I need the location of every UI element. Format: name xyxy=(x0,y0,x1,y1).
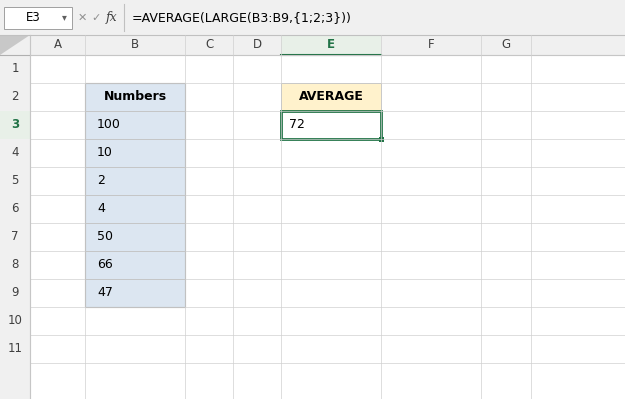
Text: 100: 100 xyxy=(97,119,121,132)
Bar xyxy=(281,111,381,139)
Text: ▾: ▾ xyxy=(61,12,66,22)
Bar xyxy=(0,35,30,399)
Bar xyxy=(85,167,185,195)
Bar xyxy=(379,136,384,142)
Text: E: E xyxy=(327,38,335,51)
Text: 7: 7 xyxy=(11,231,19,243)
Text: Numbers: Numbers xyxy=(104,91,166,103)
Text: B: B xyxy=(131,38,139,51)
Polygon shape xyxy=(0,35,30,55)
Bar xyxy=(0,111,30,139)
Text: E3: E3 xyxy=(26,11,41,24)
Bar xyxy=(85,139,185,167)
Bar xyxy=(281,83,381,111)
Text: 9: 9 xyxy=(11,286,19,300)
Text: 5: 5 xyxy=(11,174,19,188)
Text: ✓: ✓ xyxy=(91,12,101,22)
Bar xyxy=(85,279,185,307)
Bar xyxy=(85,83,185,111)
Text: 8: 8 xyxy=(11,259,19,271)
Text: 11: 11 xyxy=(8,342,22,356)
Text: A: A xyxy=(54,38,61,51)
Bar xyxy=(85,195,185,223)
Text: 72: 72 xyxy=(289,119,305,132)
Text: AVERAGE: AVERAGE xyxy=(299,91,364,103)
Text: 4: 4 xyxy=(97,203,105,215)
Text: 47: 47 xyxy=(97,286,113,300)
Text: =AVERAGE(LARGE(B3:B9,{1;2;3})): =AVERAGE(LARGE(B3:B9,{1;2;3})) xyxy=(132,11,352,24)
Text: F: F xyxy=(428,38,434,51)
Bar xyxy=(4,6,72,28)
Bar xyxy=(85,111,185,139)
Bar xyxy=(85,251,185,279)
Text: 2: 2 xyxy=(97,174,105,188)
Text: fx: fx xyxy=(106,11,118,24)
Text: ✕: ✕ xyxy=(78,12,87,22)
Text: 50: 50 xyxy=(97,231,113,243)
Bar xyxy=(85,83,185,307)
Text: 1: 1 xyxy=(11,63,19,75)
Text: 3: 3 xyxy=(11,119,19,132)
Bar xyxy=(0,0,625,35)
Bar xyxy=(281,111,381,139)
Text: 10: 10 xyxy=(97,146,113,160)
Text: C: C xyxy=(205,38,213,51)
Bar xyxy=(281,35,381,55)
Bar xyxy=(281,83,381,111)
Text: D: D xyxy=(253,38,262,51)
Text: 66: 66 xyxy=(97,259,112,271)
Text: G: G xyxy=(501,38,511,51)
Bar xyxy=(85,223,185,251)
Bar xyxy=(0,35,625,55)
Text: 2: 2 xyxy=(11,91,19,103)
Text: 6: 6 xyxy=(11,203,19,215)
Text: 4: 4 xyxy=(11,146,19,160)
Text: 10: 10 xyxy=(8,314,22,328)
